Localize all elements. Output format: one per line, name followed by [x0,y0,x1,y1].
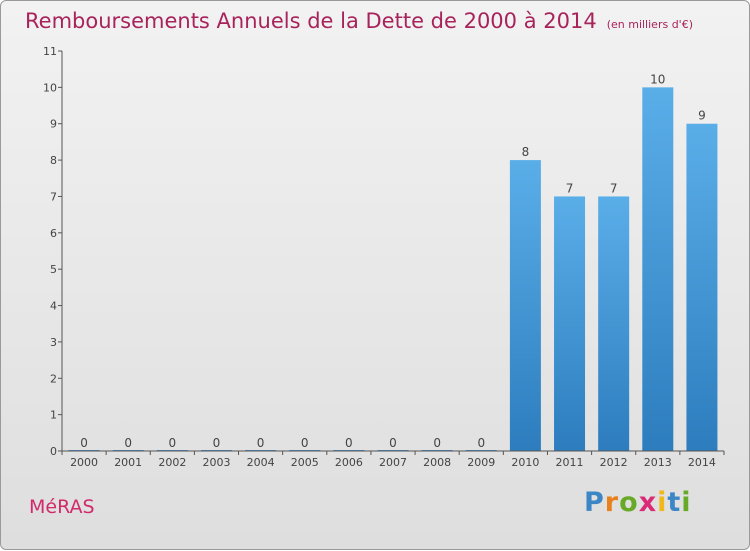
y-tick-label: 6 [50,227,57,240]
x-tick-label: 2003 [202,456,230,469]
y-tick-label: 11 [43,45,57,58]
y-tick-label: 9 [50,118,57,131]
data-label: 0 [80,436,88,450]
data-label: 0 [477,436,485,450]
data-label: 0 [301,436,309,450]
bar-2011 [554,196,586,451]
data-label: 0 [345,436,353,450]
data-label: 10 [650,72,665,86]
x-tick-label: 2014 [688,456,716,469]
data-label: 9 [698,109,706,123]
data-label: 7 [610,181,618,195]
data-label: 8 [522,145,530,159]
bars: 0 0 0 0 0 0 0 0 0 0 8 7 7 10 9 [68,72,718,452]
data-label: 0 [124,436,132,450]
bar-2013 [642,87,674,451]
x-tick-label: 2013 [644,456,672,469]
y-tick-label: 10 [43,81,57,94]
x-tick-label: 2004 [247,456,275,469]
data-label: 0 [213,436,221,450]
y-tick-label: 8 [50,154,57,167]
bar-2014 [686,123,718,452]
x-tick-label: 2012 [600,456,628,469]
y-tick-label: 1 [50,409,57,422]
y-tick-label: 7 [50,190,57,203]
chart-title-text: Remboursements Annuels de la Dette de 20… [25,9,597,33]
data-label: 7 [566,181,574,195]
data-label: 0 [257,436,265,450]
x-tick-label: 2008 [423,456,451,469]
bar-2012 [598,196,630,451]
data-label: 0 [433,436,441,450]
data-label: 0 [389,436,397,450]
chart-subtitle: (en milliers d'€) [606,18,693,31]
chart-title: Remboursements Annuels de la Dette de 20… [25,9,693,33]
y-tick-label: 0 [50,445,57,458]
bar-2010 [509,160,541,451]
x-tick-label: 2001 [114,456,142,469]
x-tick-label: 2005 [291,456,319,469]
x-tick-label: 2002 [158,456,186,469]
proxiti-logo: Proxiti [584,487,692,518]
x-tick-label: 2000 [70,456,98,469]
x-tick-label: 2011 [556,456,584,469]
y-tick-label: 5 [50,263,57,276]
y-axis: 0 1 2 3 4 5 6 7 8 9 10 11 [43,45,63,458]
y-tick-label: 2 [50,372,57,385]
y-tick-label: 3 [50,336,57,349]
commune-name: MéRAS [29,496,95,518]
x-tick-label: 2009 [467,456,495,469]
x-tick-label: 2007 [379,456,407,469]
x-tick-label: 2010 [511,456,539,469]
y-tick-label: 4 [50,300,57,313]
x-tick-label: 2006 [335,456,363,469]
x-axis: 2000 2001 2002 2003 2004 2005 2006 2007 2008 2009… [61,450,725,469]
data-label: 0 [169,436,177,450]
